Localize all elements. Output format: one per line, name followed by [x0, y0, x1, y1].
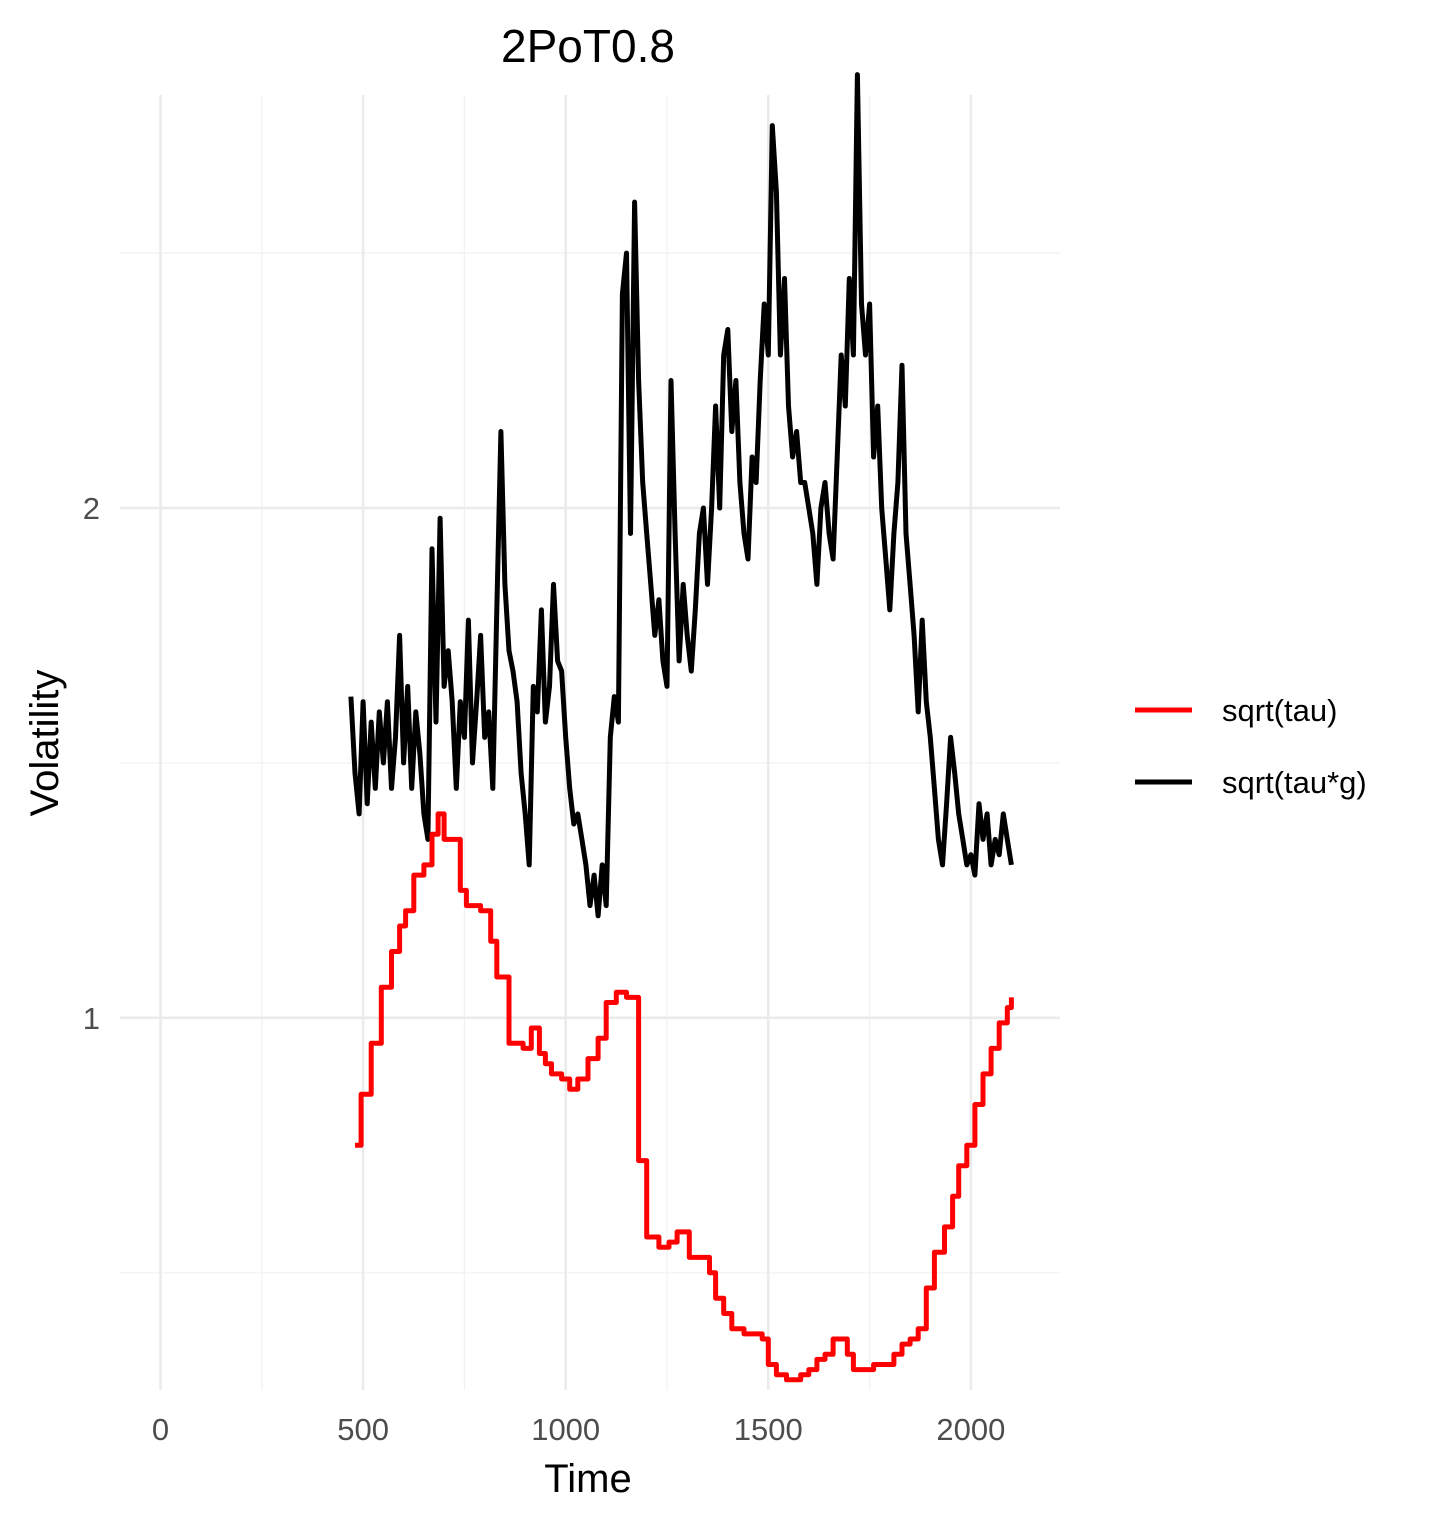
- series-line-sqrt-tau-g: [348, 72, 1014, 919]
- grid: [120, 95, 1060, 1390]
- y-tick-labels: 12: [83, 491, 100, 1036]
- legend-label-sqrt-tau: sqrt(tau): [1222, 693, 1337, 728]
- legend-label-sqrt-tau-g: sqrt(tau*g): [1222, 765, 1367, 800]
- x-tick-label: 1500: [734, 1412, 803, 1447]
- x-tick-label: 2000: [936, 1412, 1005, 1447]
- x-axis-title: Time: [544, 1457, 631, 1501]
- x-tick-label: 0: [152, 1412, 169, 1447]
- x-tick-label: 1000: [531, 1412, 600, 1447]
- legend: sqrt(tau) sqrt(tau*g): [1135, 693, 1367, 800]
- x-tick-label: 500: [337, 1412, 389, 1447]
- y-axis-title: Volatility: [23, 670, 67, 817]
- x-tick-labels: 0 500 1000 1500 2000: [152, 1412, 1005, 1447]
- y-tick-label: 1: [83, 1001, 100, 1036]
- series-line-sqrt-tau: [355, 811, 1014, 1383]
- series-layer: [348, 72, 1014, 1383]
- chart-title: 2PoT0.8: [501, 20, 675, 72]
- y-tick-label: 2: [83, 491, 100, 526]
